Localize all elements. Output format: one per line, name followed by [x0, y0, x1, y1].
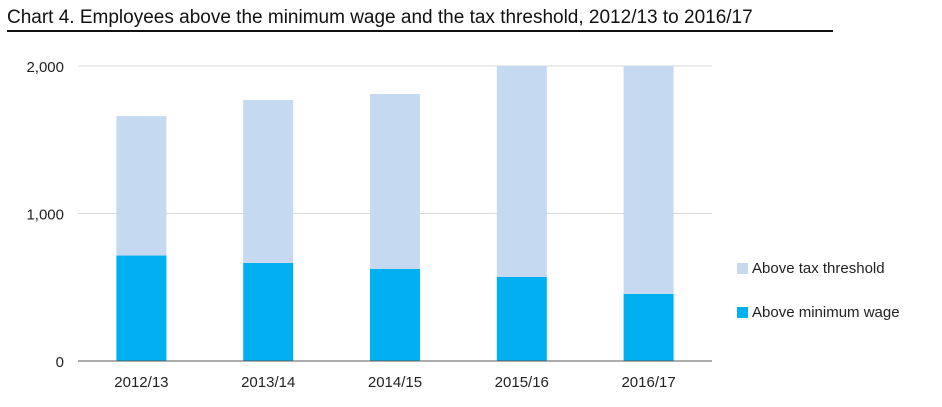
legend-above-minimum-wage-label: Above minimum wage — [752, 304, 900, 321]
legend-above-minimum-wage-swatch — [737, 307, 748, 318]
title-underline — [7, 30, 833, 32]
bar-above-minimum-wage — [243, 262, 294, 361]
x-tick-label: 2016/17 — [621, 374, 675, 391]
bar-above-minimum-wage — [623, 293, 674, 361]
x-tick-label: 2014/15 — [368, 374, 422, 391]
bar-above-tax-threshold — [116, 116, 167, 256]
bar-above-minimum-wage — [116, 255, 167, 361]
legend-above-tax-threshold-swatch — [737, 263, 748, 274]
bar-above-tax-threshold — [370, 94, 420, 269]
x-tick-label: 2012/13 — [114, 374, 168, 391]
x-tick-label: 2013/14 — [241, 374, 295, 391]
y-tick-label: 0 — [56, 354, 64, 371]
y-tick-label: 1,000 — [26, 207, 64, 224]
bar-above-tax-threshold — [496, 66, 547, 277]
bar-above-tax-threshold — [243, 99, 294, 263]
chart-title: Chart 4. Employees above the minimum wag… — [7, 7, 753, 28]
y-tick-label: 2,000 — [26, 59, 64, 76]
bar-above-minimum-wage — [496, 276, 547, 361]
bar-above-tax-threshold — [623, 66, 674, 294]
bar-above-minimum-wage — [370, 268, 420, 361]
legend-above-tax-threshold-label: Above tax threshold — [752, 260, 885, 277]
x-tick-label: 2015/16 — [495, 374, 549, 391]
